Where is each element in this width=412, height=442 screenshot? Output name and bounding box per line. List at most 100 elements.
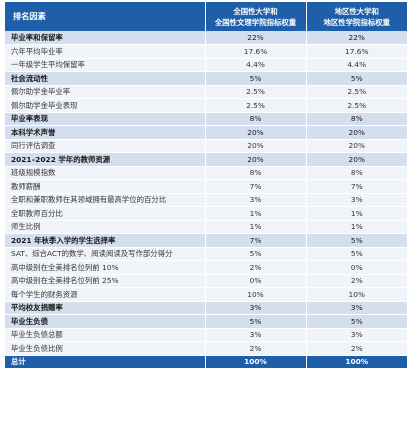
factor-cell: 教师薪酬 [5, 179, 205, 194]
header-national-line2: 全国性文理学院指标权重 [214, 17, 297, 27]
table-row: 毕业生负债比例 2% 2% [5, 341, 407, 356]
national-weight-cell: 3% [204, 193, 306, 207]
regional-weight-cell: 5% [305, 314, 407, 329]
national-weight-cell: 20% [204, 125, 306, 140]
regional-weight-cell: 20% [305, 139, 407, 153]
regional-weight-cell: 100% [305, 355, 407, 369]
table-row: 六年平均毕业率 17.6% 17.6% [5, 44, 407, 59]
national-weight-cell: 1% [204, 220, 306, 234]
category-row: 毕业率表现 8% 8% [5, 112, 407, 126]
national-weight-cell: 10% [204, 287, 306, 302]
regional-weight-cell: 1% [305, 220, 407, 234]
regional-weight-cell: 5% [305, 71, 407, 86]
table-row: SAT、综合ACT的数学、阅读阅读及写作部分得分 5% 5% [5, 247, 407, 261]
table-row: 高中级别在全美排名位列前 25% 0% 2% [5, 274, 407, 288]
national-weight-cell: 2.5% [204, 85, 306, 99]
regional-weight-cell: 2.5% [305, 85, 407, 99]
table-row: 佩尔助学金毕业率 2.5% 2.5% [5, 85, 407, 99]
regional-weight-cell: 2% [305, 274, 407, 288]
factor-cell: 师生比例 [5, 220, 205, 234]
regional-weight-cell: 20% [305, 152, 407, 167]
header-national-weight: 全国性大学和 全国性文理学院指标权重 [205, 2, 307, 31]
factor-cell: 高中级别在全美排名位列前 10% [5, 260, 205, 275]
national-weight-cell: 2.5% [204, 98, 306, 113]
factor-cell: 高中级别在全美排名位列前 25% [5, 274, 205, 288]
national-weight-cell: 5% [204, 247, 306, 261]
factor-cell: 班级规模指数 [5, 166, 205, 180]
factor-cell: 一年级学生平均保留率 [5, 58, 205, 72]
table-row: 班级规模指数 8% 8% [5, 166, 407, 180]
regional-weight-cell: 17.6% [305, 44, 407, 59]
regional-weight-cell: 2% [305, 341, 407, 356]
national-weight-cell: 8% [204, 166, 306, 180]
national-weight-cell: 2% [204, 260, 306, 275]
header-regional-line2: 地区性学院指标权重 [323, 17, 391, 27]
factor-cell: 全职教师百分比 [5, 206, 205, 221]
ranking-weights-table: 排名因素 全国性大学和 全国性文理学院指标权重 地区性大学和 地区性学院指标权重… [5, 2, 407, 369]
factor-cell: 毕业生负债总额 [5, 328, 205, 342]
table-row: 全职教师百分比 1% 1% [5, 206, 407, 221]
factor-cell: 毕业率和保留率 [5, 31, 205, 45]
national-weight-cell: 2% [204, 341, 306, 356]
regional-weight-cell: 3% [305, 328, 407, 342]
table-row: 佩尔助学金毕业表现 2.5% 2.5% [5, 98, 407, 113]
regional-weight-cell: 8% [305, 112, 407, 126]
table-body: 毕业率和保留率 22% 22% 六年平均毕业率 17.6% 17.6% 一年级学生平均保留率… [5, 31, 407, 369]
category-row: 毕业率和保留率 22% 22% [5, 31, 407, 45]
factor-cell: 总计 [5, 355, 205, 369]
table-row: 每个学生的财务资源 10% 10% [5, 287, 407, 302]
category-row: 2021–2022 学年的教师资源 20% 20% [5, 152, 407, 167]
regional-weight-cell: 22% [305, 31, 407, 45]
national-weight-cell: 1% [204, 206, 306, 221]
regional-weight-cell: 5% [305, 247, 407, 261]
national-weight-cell: 3% [204, 301, 306, 315]
factor-cell: 同行评估调查 [5, 139, 205, 153]
national-weight-cell: 5% [204, 314, 306, 329]
header-regional-line1: 地区性大学和 [334, 6, 379, 16]
total-row: 总计 100% 100% [5, 355, 407, 369]
table-row: 同行评估调查 20% 20% [5, 139, 407, 153]
table-row: 全职和兼职教师在其领域拥有最高学位的百分比 3% 3% [5, 193, 407, 207]
factor-cell: 2021–2022 学年的教师资源 [5, 152, 205, 167]
table-row: 高中级别在全美排名位列前 10% 2% 0% [5, 260, 407, 275]
national-weight-cell: 22% [204, 31, 306, 45]
national-weight-cell: 100% [204, 355, 306, 369]
factor-cell: 社会流动性 [5, 71, 205, 86]
national-weight-cell: 0% [204, 274, 306, 288]
regional-weight-cell: 5% [305, 233, 407, 248]
header-regional-weight: 地区性大学和 地区性学院指标权重 [306, 2, 407, 31]
national-weight-cell: 7% [204, 179, 306, 194]
category-row: 本科学术声誉 20% 20% [5, 125, 407, 140]
regional-weight-cell: 20% [305, 125, 407, 140]
national-weight-cell: 3% [204, 328, 306, 342]
table-row: 师生比例 1% 1% [5, 220, 407, 234]
regional-weight-cell: 10% [305, 287, 407, 302]
category-row: 平均校友捐赠率 3% 3% [5, 301, 407, 315]
table-row: 毕业生负债总额 3% 3% [5, 328, 407, 342]
national-weight-cell: 7% [204, 233, 306, 248]
table-row: 一年级学生平均保留率 4.4% 4.4% [5, 58, 407, 72]
category-row: 毕业生负债 5% 5% [5, 314, 407, 329]
table-header: 排名因素 全国性大学和 全国性文理学院指标权重 地区性大学和 地区性学院指标权重 [5, 2, 407, 31]
table-row: 教师薪酬 7% 7% [5, 179, 407, 194]
regional-weight-cell: 3% [305, 301, 407, 315]
factor-cell: 毕业生负债 [5, 314, 205, 329]
national-weight-cell: 20% [204, 152, 306, 167]
factor-cell: 平均校友捐赠率 [5, 301, 205, 315]
national-weight-cell: 4.4% [204, 58, 306, 72]
national-weight-cell: 8% [204, 112, 306, 126]
category-row: 2021 年秋季入学的学生选择率 7% 5% [5, 233, 407, 248]
factor-cell: 本科学术声誉 [5, 125, 205, 140]
regional-weight-cell: 2.5% [305, 98, 407, 113]
regional-weight-cell: 1% [305, 206, 407, 221]
regional-weight-cell: 3% [305, 193, 407, 207]
national-weight-cell: 17.6% [204, 44, 306, 59]
factor-cell: 佩尔助学金毕业率 [5, 85, 205, 99]
factor-cell: 2021 年秋季入学的学生选择率 [5, 233, 205, 248]
regional-weight-cell: 7% [305, 179, 407, 194]
factor-cell: 毕业生负债比例 [5, 341, 205, 356]
national-weight-cell: 5% [204, 71, 306, 86]
factor-cell: 毕业率表现 [5, 112, 205, 126]
factor-cell: 全职和兼职教师在其领域拥有最高学位的百分比 [5, 193, 205, 207]
